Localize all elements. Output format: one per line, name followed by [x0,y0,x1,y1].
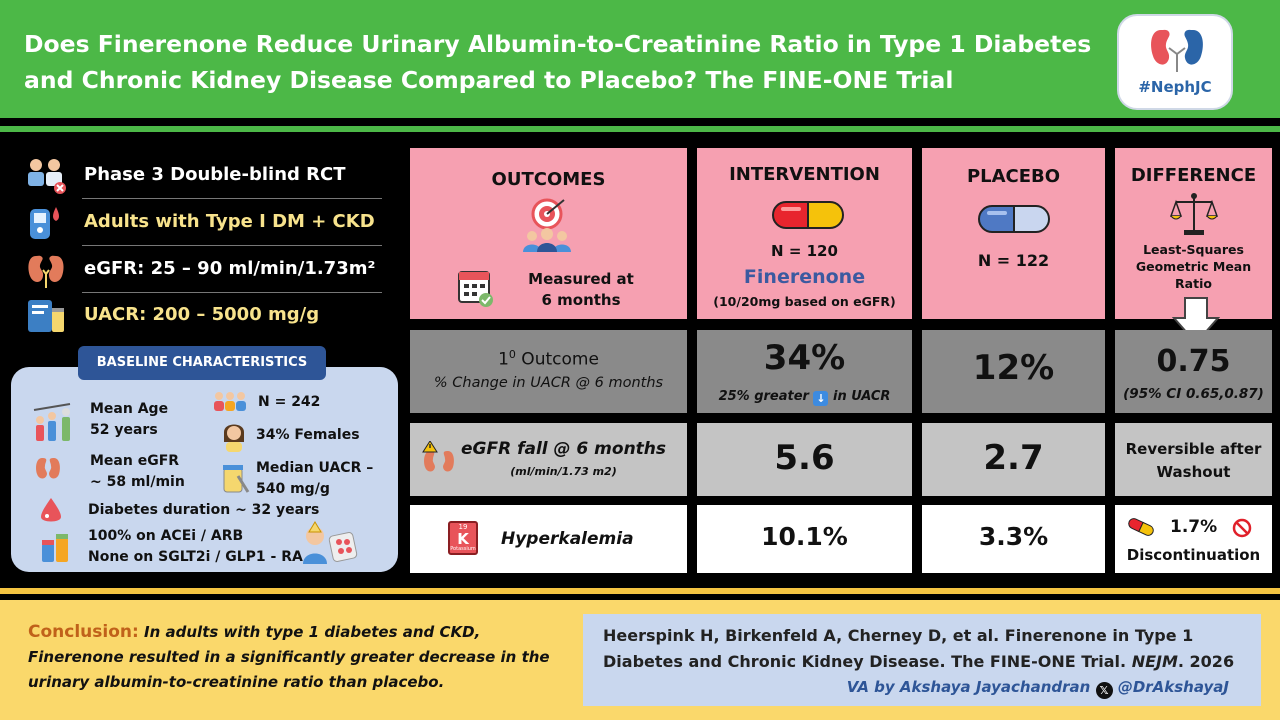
median-uacr: Median UACR – 540 mg/g [256,460,374,497]
intervention-note: 25% greater ↓ in UACR [718,389,891,406]
primary-placebo: 12% [922,330,1105,413]
calendar-check-icon [458,271,493,307]
mean-egfr: Mean eGFR ~ 58 ml/min [90,453,185,490]
design-row-rct: Phase 3 Double-blind RCT [24,154,394,198]
primary-outcome-label: 10 Outcome % Change in UACR @ 6 months [410,330,687,413]
divider [82,292,382,293]
logo-text: #NephJC [1138,78,1212,96]
down-arrow-badge-icon: ↓ [813,391,829,406]
doctors-icon [28,159,66,194]
target-team-icon [523,198,571,252]
outcomes-header: OUTCOMES Measured at 6 months [410,148,687,319]
blue-capsule-icon [978,205,1050,233]
baseline-title: BASELINE CHARACTERISTICS [78,346,326,380]
mean-age: Mean Age 52 years [90,401,169,438]
design-row-population: Adults with Type I DM + CKD [24,201,394,245]
diabetes-duration: Diabetes duration ~ 32 years [88,502,320,518]
gmr-value: 0.75 [1156,344,1231,379]
n-total: N = 242 [258,394,321,410]
hyperkalemia-intervention: 10.1% [697,505,912,573]
egfr-intervention: 5.6 [697,423,912,496]
intervention-header: INTERVENTION N = 120 Finerenone (10/20mg… [697,148,912,319]
kidney-icon [36,458,60,479]
medications: 100% on ACEi / ARB None on SGLT2i / GLP1… [88,528,303,565]
intervention-uacr-change: 34% [763,338,846,378]
gmr-ci: (95% CI 0.65,0.87) [1123,386,1264,402]
placebo-uacr-change: 12% [972,348,1055,388]
kidneys-icon [1151,29,1203,72]
measured-at: Measured at 6 months [528,270,634,309]
medications-icon [42,534,68,562]
hyperkalemia-placebo: 3.3% [922,505,1105,573]
group-icon [214,392,246,411]
egfr-placebo: 2.7 [922,423,1105,496]
intervention-n: N = 120 [771,242,838,260]
egfr-fall-label: eGFR fall @ 6 months (ml/min/1.73 m2) [410,423,687,496]
primary-difference: 0.75 (95% CI 0.65,0.87) [1115,330,1272,413]
header-divider [0,126,1280,132]
footer-divider [0,588,1280,594]
blood-drop-icon [41,498,61,522]
prohibited-icon [1232,518,1252,538]
citation-box: Heerspink H, Birkenfeld A, Cherney D, et… [583,614,1261,706]
capsule-icon [1128,518,1154,536]
females: 34% Females [256,427,360,443]
urine-test-icon [28,300,64,332]
design-row-egfr: eGFR: 25 – 90 ml/min/1.73m² [24,248,394,292]
primary-intervention: 34% 25% greater ↓ in UACR [697,330,912,413]
female-icon [224,424,244,452]
age-icon [33,403,71,441]
hyperkalemia-difference: 1.7% Discontinuation [1115,505,1272,573]
visual-abstract-credit: VA by Akshaya Jayachandran 𝕏 @DrAkshayaJ [846,678,1229,699]
drug-dose: (10/20mg based on eGFR) [713,294,896,309]
kidney-warning-icon [422,441,454,472]
divider [82,198,382,199]
urine-sample-icon [223,465,250,493]
conclusion: Conclusion: In adults with type 1 diabet… [28,622,550,691]
placebo-n: N = 122 [977,251,1050,270]
x-logo-icon: 𝕏 [1095,682,1113,699]
placebo-header: PLACEBO N = 122 [922,148,1105,319]
nephjc-logo: #NephJC [1117,14,1233,110]
difference-header: DIFFERENCE Least-Squares Geometric Mean … [1115,148,1272,319]
design-row-uacr: UACR: 200 – 5000 mg/g [24,294,394,338]
egfr-difference: Reversible after Washout [1115,423,1272,496]
drug-name: Finerenone [743,266,866,288]
twitter-handle[interactable]: @DrAkshayaJ [1117,678,1229,696]
scales-icon [1170,193,1218,235]
header-banner: Does Finerenone Reduce Urinary Albumin-t… [0,0,1280,118]
glucometer-icon [30,207,59,239]
potassium-element-icon: 19 K Potassium [448,521,478,555]
page-title: Does Finerenone Reduce Urinary Albumin-t… [24,30,1092,94]
red-yellow-capsule-icon [772,201,844,229]
hyperkalemia-label: 19 K Potassium Hyperkalemia [410,505,687,573]
divider [82,245,382,246]
patient-pills-icon [303,521,358,564]
difference-metric: Least-Squares Geometric Mean Ratio [1135,242,1252,291]
kidney-icon [28,255,64,288]
